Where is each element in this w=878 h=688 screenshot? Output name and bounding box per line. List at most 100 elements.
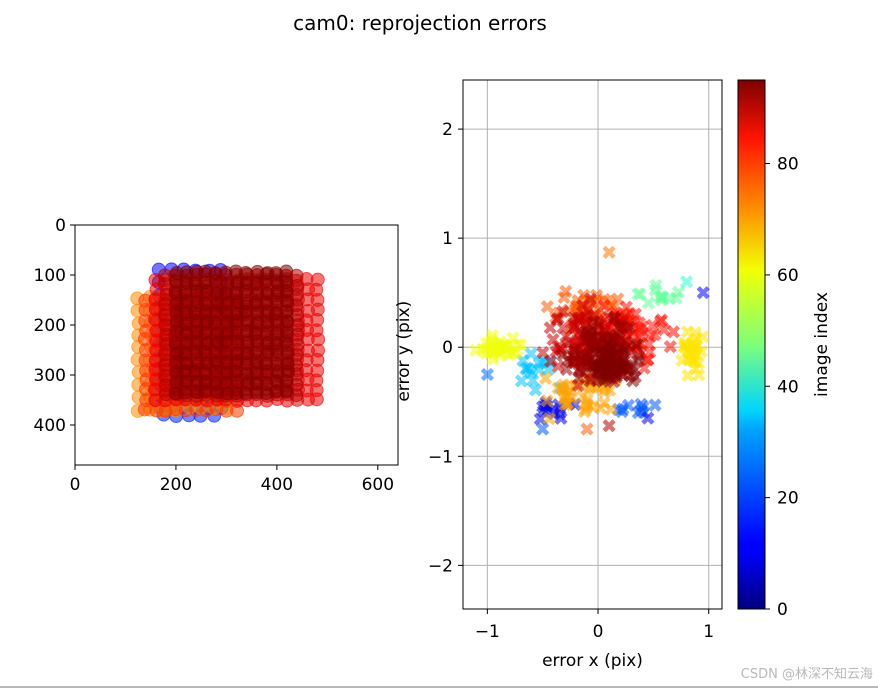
error-marker xyxy=(629,338,643,353)
error-marker xyxy=(602,245,616,259)
x-axis-label: error x (pix) xyxy=(542,651,643,671)
error-marker xyxy=(469,343,483,357)
error-marker xyxy=(562,334,576,348)
error-marker xyxy=(657,323,671,337)
error-marker xyxy=(679,337,693,351)
corner-point xyxy=(279,384,294,399)
corner-positions-axes: 0 200 400 600 0 100 200 300 400 xyxy=(34,216,399,495)
error-marker xyxy=(485,328,500,342)
error-marker xyxy=(696,330,710,344)
error-marker xyxy=(611,292,625,306)
corner-point xyxy=(238,284,253,299)
error-marker xyxy=(680,325,694,339)
error-marker xyxy=(542,412,557,426)
reprojection-errors-axes: −1 0 1 −2 −1 0 1 2 error x (pix) error y (pix) xyxy=(394,79,723,671)
error-marker xyxy=(580,422,594,436)
error-marker xyxy=(602,419,616,433)
y-tick-label: 100 xyxy=(34,266,66,286)
colorbar-label: image index xyxy=(812,292,832,397)
y-tick-label: 0 xyxy=(55,216,66,236)
y-tick-label: 400 xyxy=(34,416,66,436)
error-marker xyxy=(653,314,668,329)
corner-point xyxy=(309,392,324,407)
error-marker xyxy=(536,422,550,436)
y-tick-label: −1 xyxy=(428,447,453,467)
error-marker xyxy=(543,321,557,335)
error-marker xyxy=(538,371,553,385)
y-axis-label: error y (pix) xyxy=(394,301,414,402)
error-marker xyxy=(536,346,550,360)
x-tick-label: 600 xyxy=(362,475,394,495)
x-tick-label: 200 xyxy=(160,475,192,495)
error-marker xyxy=(540,394,554,408)
error-marker xyxy=(554,411,568,425)
error-marker xyxy=(540,300,554,314)
error-marker xyxy=(587,315,601,329)
error-marker xyxy=(666,325,681,339)
error-marker xyxy=(679,275,694,289)
error-marker xyxy=(528,383,543,397)
y-tick-label: 200 xyxy=(34,316,66,336)
error-marker xyxy=(557,290,571,305)
error-marker xyxy=(648,398,662,412)
colorbar-tick-label: 0 xyxy=(777,600,788,620)
error-marker xyxy=(576,354,590,368)
right-axes-frame xyxy=(462,79,723,610)
error-marker xyxy=(669,291,683,305)
y-tick-label: 300 xyxy=(34,366,66,386)
error-marker xyxy=(640,353,654,367)
error-marker xyxy=(663,340,677,354)
error-marker xyxy=(561,353,575,367)
error-marker xyxy=(641,411,655,425)
error-marker xyxy=(514,374,529,388)
error-marker xyxy=(654,293,669,307)
error-marker xyxy=(506,331,520,345)
error-marker xyxy=(572,311,586,325)
corner-points xyxy=(130,262,326,423)
error-marker xyxy=(615,404,629,419)
error-marker xyxy=(597,299,611,313)
error-marker xyxy=(641,296,655,310)
left-axes-frame xyxy=(74,224,399,466)
colorbar-gradient xyxy=(737,79,766,610)
x-tick-label: 400 xyxy=(261,475,293,495)
error-marker xyxy=(642,337,656,351)
error-marker xyxy=(586,400,600,414)
error-marker xyxy=(618,343,632,357)
x-tick-label: −1 xyxy=(475,622,500,642)
colorbar-tick-label: 80 xyxy=(777,155,799,175)
y-tick-label: 2 xyxy=(442,120,453,140)
corner-point xyxy=(198,384,213,399)
error-marker xyxy=(628,307,642,321)
error-marker xyxy=(690,339,704,353)
figure-title: cam0: reprojection errors xyxy=(293,11,547,35)
x-tick-label: 0 xyxy=(70,475,81,495)
error-marker xyxy=(681,368,695,382)
image-index-colorbar: 0 20 40 60 80 image index xyxy=(737,79,832,620)
colorbar-tick-label: 40 xyxy=(777,377,799,397)
y-tick-label: 0 xyxy=(442,338,453,358)
error-marker xyxy=(597,385,612,399)
error-marker xyxy=(556,382,570,396)
x-tick-label: 0 xyxy=(593,622,604,642)
colorbar-tick-label: 60 xyxy=(777,266,799,286)
error-marker xyxy=(696,286,710,300)
error-marker xyxy=(608,347,622,361)
x-tick-label: 1 xyxy=(703,622,714,642)
watermark: CSDN @林深不知云海 xyxy=(741,666,873,682)
error-marker xyxy=(627,363,642,377)
y-tick-label: 1 xyxy=(442,229,453,249)
error-marker xyxy=(692,368,706,382)
error-marker xyxy=(631,406,645,420)
y-tick-label: −2 xyxy=(428,556,453,576)
error-marker xyxy=(601,337,615,351)
error-marker xyxy=(480,367,494,382)
error-marker xyxy=(500,341,514,355)
error-marker xyxy=(583,374,597,388)
error-marker xyxy=(520,361,534,375)
error-marker xyxy=(572,371,586,385)
error-marker xyxy=(487,345,501,359)
error-marker xyxy=(645,318,660,333)
error-marker xyxy=(685,348,699,362)
